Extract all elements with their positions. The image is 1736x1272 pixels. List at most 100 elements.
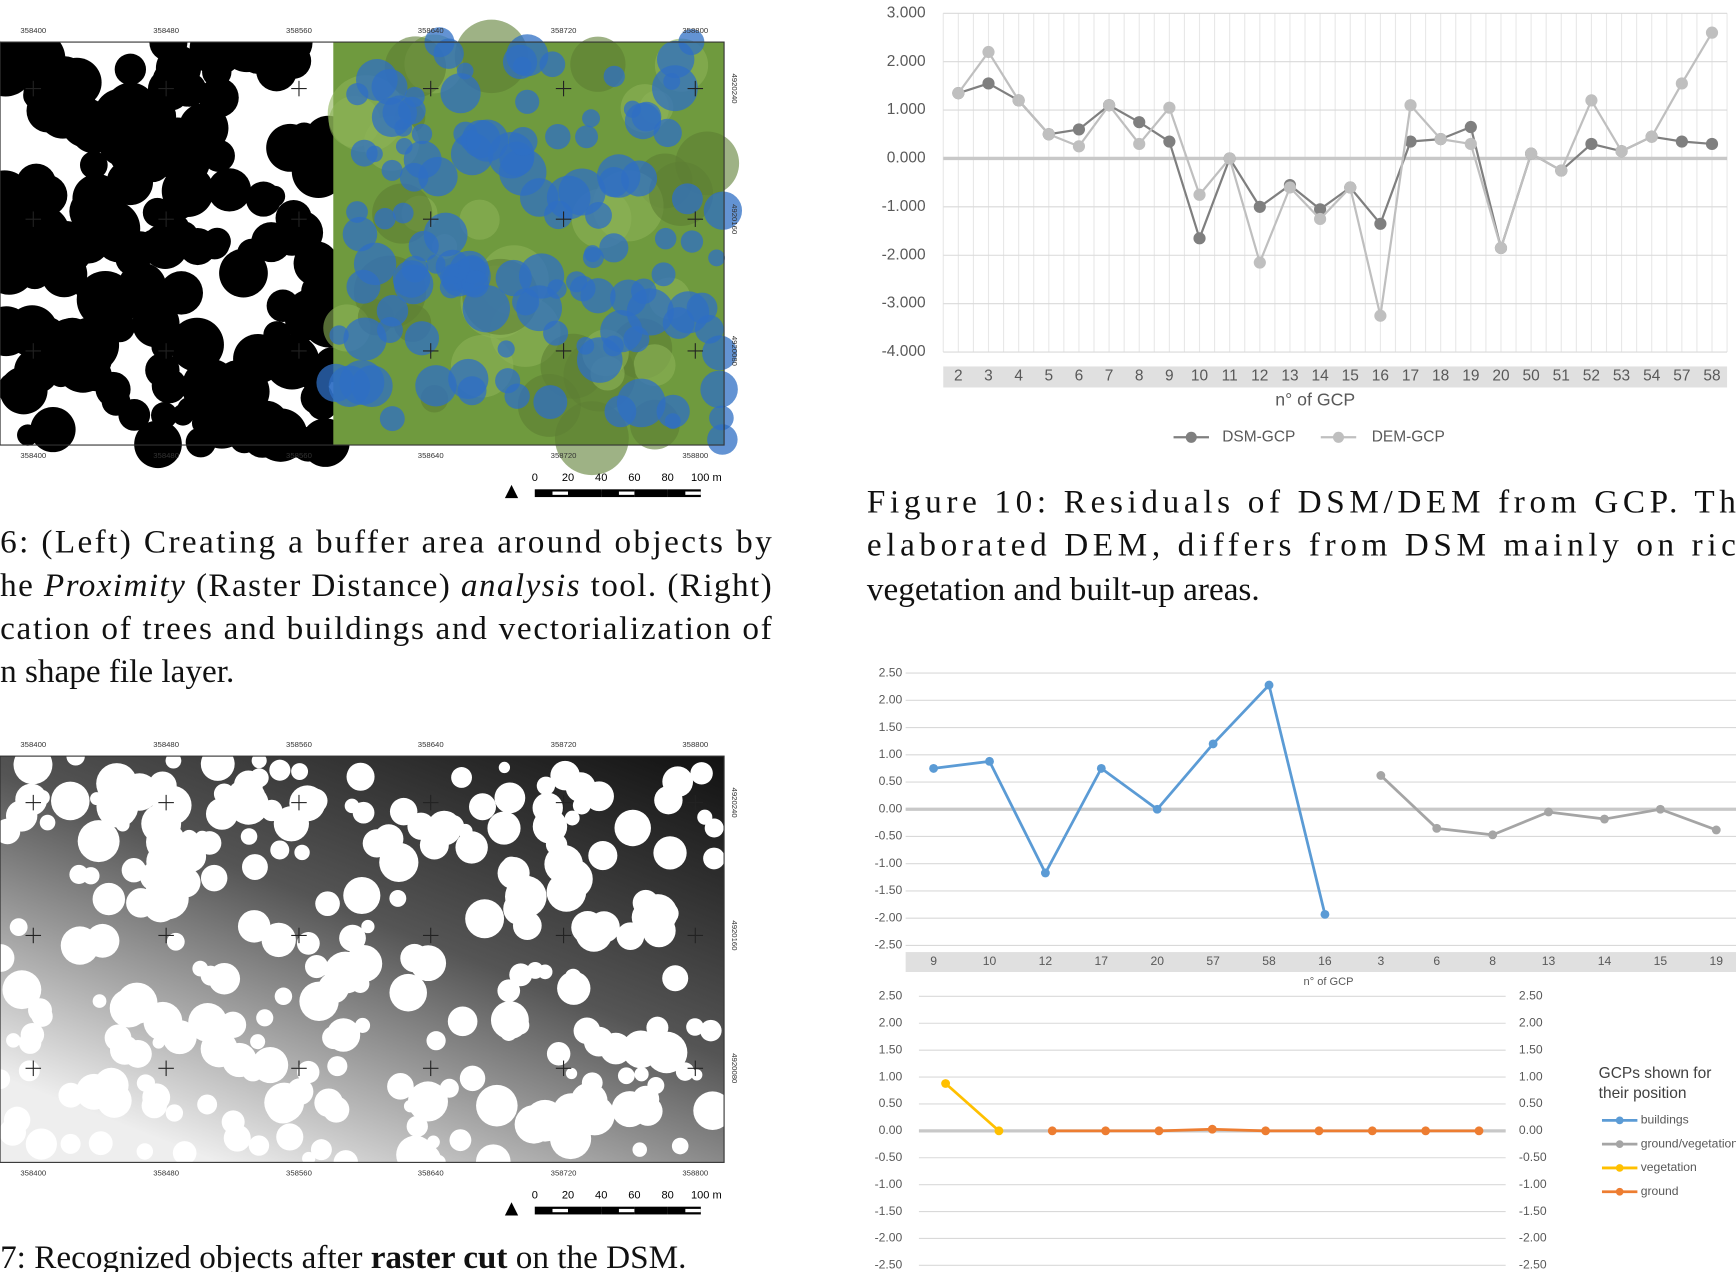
data-point	[1376, 771, 1386, 780]
map-blob	[329, 325, 349, 345]
map-blob	[494, 782, 526, 814]
map-blob	[396, 1135, 435, 1174]
data-point	[1585, 94, 1598, 107]
y-tick-label: -2.00	[875, 910, 903, 924]
x-tick-label: 16	[1372, 367, 1389, 384]
scale-segment	[652, 1208, 668, 1213]
data-point	[1314, 212, 1327, 226]
y-tick-label: 2.00	[879, 693, 903, 707]
data-point	[952, 87, 965, 100]
map-blob	[543, 1101, 583, 1141]
x-tick-label: 15	[1342, 367, 1359, 384]
scale-segment	[667, 489, 701, 498]
map-blob	[690, 762, 713, 785]
scale-segment	[634, 1206, 668, 1215]
map-blob	[302, 1151, 316, 1166]
map-blob	[512, 56, 532, 76]
map-blob	[703, 847, 725, 870]
x-tick-label: 14	[1311, 367, 1329, 384]
data-point	[1264, 680, 1274, 690]
x-tick-label: 12	[1039, 954, 1053, 968]
map-blob	[497, 340, 515, 358]
map-blob	[621, 1030, 660, 1069]
map-blob	[323, 1096, 350, 1123]
legend-marker	[1615, 1164, 1624, 1172]
map-blob	[339, 924, 366, 952]
y-tick-label: 0.50	[879, 774, 903, 788]
map-blob	[381, 159, 403, 181]
map-texture	[459, 199, 500, 240]
data-point	[1283, 181, 1297, 194]
map-blob	[134, 420, 182, 469]
map-blob	[407, 1081, 448, 1122]
caption-line: cation of trees and buildings and vector…	[0, 610, 773, 647]
map-blob	[178, 833, 190, 846]
data-point	[1675, 77, 1688, 90]
map-blob	[286, 289, 333, 336]
map-blob	[447, 1006, 478, 1037]
y2-tick-label: 2.50	[1519, 989, 1543, 1003]
map-blob	[653, 836, 687, 870]
map-blob	[28, 998, 52, 1023]
map-blob	[30, 406, 76, 453]
map-blob	[546, 872, 587, 912]
map-blob	[440, 73, 481, 114]
x-tick-label: 15	[1654, 954, 1668, 968]
map-blob	[379, 406, 405, 432]
y2-tick-label: -0.50	[1519, 1150, 1547, 1164]
y-tick-label: 2.00	[879, 1015, 903, 1029]
map-blob	[136, 1143, 154, 1160]
map-blob	[132, 300, 180, 348]
map-blob	[387, 1073, 414, 1100]
map-blob	[459, 1065, 486, 1092]
data-point	[1223, 152, 1236, 165]
legend-label: DSM-GCP	[1222, 428, 1295, 445]
map-blob	[545, 123, 571, 150]
data-point	[1474, 1126, 1484, 1136]
map-blob	[344, 798, 360, 814]
map-blob	[296, 931, 320, 955]
map-blob	[192, 960, 209, 977]
map-blob	[207, 168, 252, 212]
map-blob	[18, 796, 31, 809]
map-blob	[389, 797, 418, 826]
y2-tick-label: 0.00	[1519, 1123, 1543, 1137]
map-x-label: 358800	[682, 1169, 708, 1178]
map-blob	[379, 842, 419, 882]
map-blob	[346, 201, 368, 223]
data-point	[929, 763, 939, 773]
data-point	[1544, 807, 1553, 817]
map-blob	[700, 370, 738, 409]
map-blob	[662, 307, 695, 339]
map-blob	[188, 1002, 228, 1042]
legend-marker	[1615, 1116, 1624, 1125]
map-blob	[310, 1139, 332, 1161]
map-blob	[392, 202, 414, 224]
map-blob	[404, 321, 440, 356]
map-blob	[142, 1083, 171, 1112]
map-blob	[656, 394, 690, 429]
map-blob	[60, 1133, 81, 1154]
map-blob	[170, 317, 224, 372]
map-blob	[165, 1104, 184, 1122]
map-blob	[248, 1135, 270, 1156]
map-blob	[461, 270, 489, 298]
caption-line: n shape file layer.	[0, 653, 234, 690]
scale-label: 80	[661, 1190, 673, 1202]
map-blob	[208, 962, 241, 995]
map-blob	[647, 1077, 665, 1094]
y-tick-label: -0.50	[875, 829, 903, 843]
map-blob	[326, 1018, 361, 1052]
series-line	[933, 683, 1327, 915]
map-blob	[588, 911, 620, 943]
map-blob	[465, 899, 505, 939]
caption-text: (Raster Distance)	[186, 566, 459, 603]
map-blob	[466, 119, 509, 162]
data-point	[1525, 147, 1538, 160]
data-point	[1163, 135, 1176, 148]
x-tick-label: 12	[1251, 367, 1268, 384]
map-blob	[18, 1031, 42, 1054]
x-tick-label: 9	[930, 954, 937, 968]
map-blob	[159, 271, 203, 315]
data-point	[1102, 99, 1116, 112]
